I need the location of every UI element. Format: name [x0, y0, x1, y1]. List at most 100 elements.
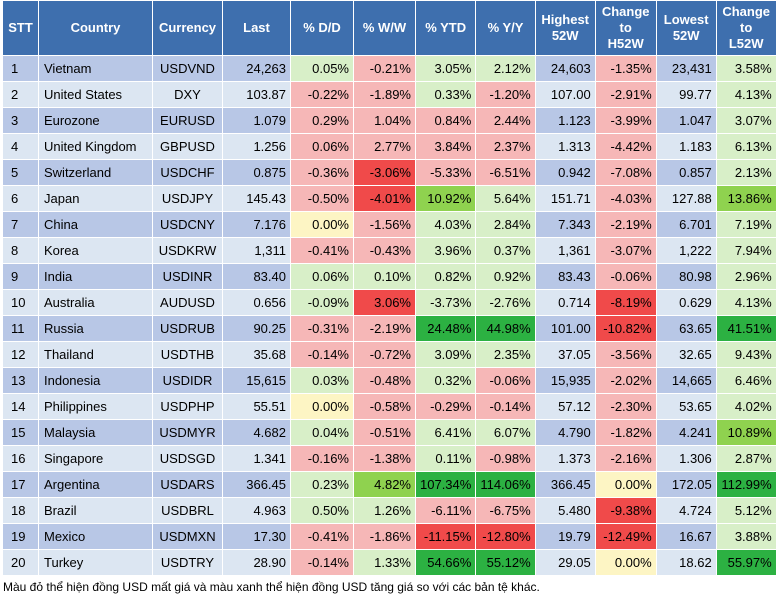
table-row: 11 Russia USDRUB 90.25 -0.31% -2.19% 24.48% 44.… [2, 315, 777, 342]
cell-yy: 55.12% [475, 549, 536, 576]
cell-change-to-l52w: 112.99% [715, 471, 777, 498]
table-row: 15 Malaysia USDMYR 4.682 0.04% -0.51% 6.41% 6.0… [2, 419, 777, 446]
header-lowest-52w: Lowest 52W [655, 0, 717, 56]
cell-country: Philippines [38, 393, 153, 420]
table-row: 14 Philippines USDPHP 55.51 0.00% -0.58% -0.29… [2, 393, 777, 420]
cell-country: Vietnam [38, 55, 153, 82]
cell-dd: 0.04% [290, 419, 354, 446]
cell-country: Korea [38, 237, 153, 264]
cell-currency: USDINR [152, 263, 223, 290]
cell-change-to-l52w: 2.13% [715, 159, 777, 186]
cell-lowest-52w: 14,665 [655, 367, 717, 394]
cell-lowest-52w: 0.629 [655, 289, 717, 316]
cell-country: Australia [38, 289, 153, 316]
cell-change-to-l52w: 7.19% [715, 211, 777, 238]
cell-last: 83.40 [222, 263, 291, 290]
cell-country: Turkey [38, 549, 153, 576]
cell-last: 1.341 [222, 445, 291, 472]
header-row: STT Country Currency Last % D/D % W/W % … [2, 0, 777, 56]
cell-ww: -0.43% [353, 237, 416, 264]
cell-change-to-h52w: -4.42% [594, 133, 657, 160]
cell-ytd: -11.15% [414, 523, 477, 550]
cell-dd: -0.41% [290, 523, 354, 550]
cell-country: Thailand [38, 341, 153, 368]
cell-stt: 16 [2, 445, 39, 472]
cell-currency: USDRUB [152, 315, 223, 342]
cell-last: 35.68 [222, 341, 291, 368]
cell-ytd: 3.09% [414, 341, 477, 368]
cell-dd: 0.23% [290, 471, 354, 498]
cell-country: Indonesia [38, 367, 153, 394]
currency-table: STT Country Currency Last % D/D % W/W % … [2, 0, 777, 576]
cell-dd: 0.50% [290, 497, 354, 524]
cell-lowest-52w: 1.183 [655, 133, 717, 160]
cell-yy: 0.37% [475, 237, 536, 264]
cell-stt: 20 [2, 549, 39, 576]
cell-ww: 2.77% [353, 133, 416, 160]
cell-yy: 2.37% [475, 133, 536, 160]
cell-last: 4.682 [222, 419, 291, 446]
cell-highest-52w: 15,935 [534, 367, 596, 394]
cell-currency: AUDUSD [152, 289, 223, 316]
cell-ww: 1.33% [353, 549, 416, 576]
cell-last: 24,263 [222, 55, 291, 82]
cell-highest-52w: 1.313 [534, 133, 596, 160]
cell-currency: USDBRL [152, 497, 223, 524]
header-dd: % D/D [290, 0, 354, 56]
cell-yy: -0.06% [475, 367, 536, 394]
cell-change-to-h52w: -0.06% [594, 263, 657, 290]
cell-ytd: 0.33% [414, 81, 477, 108]
cell-currency: DXY [152, 81, 223, 108]
cell-change-to-l52w: 3.58% [715, 55, 777, 82]
cell-yy: -0.14% [475, 393, 536, 420]
cell-currency: USDMYR [152, 419, 223, 446]
header-change-to-h52w: Change to H52W [594, 0, 657, 56]
cell-last: 145.43 [222, 185, 291, 212]
cell-country: Argentina [38, 471, 153, 498]
cell-country: India [38, 263, 153, 290]
cell-stt: 13 [2, 367, 39, 394]
cell-change-to-h52w: -2.19% [594, 211, 657, 238]
cell-currency: USDMXN [152, 523, 223, 550]
cell-ww: -1.89% [353, 81, 416, 108]
cell-ytd: 54.66% [414, 549, 477, 576]
cell-currency: USDKRW [152, 237, 223, 264]
table-row: 18 Brazil USDBRL 4.963 0.50% 1.26% -6.11% -6.75… [2, 497, 777, 524]
cell-highest-52w: 107.00 [534, 81, 596, 108]
cell-currency: USDPHP [152, 393, 223, 420]
cell-country: Mexico [38, 523, 153, 550]
cell-change-to-l52w: 4.02% [715, 393, 777, 420]
cell-ww: -3.06% [353, 159, 416, 186]
cell-change-to-l52w: 4.13% [715, 289, 777, 316]
cell-country: United States [38, 81, 153, 108]
cell-last: 103.87 [222, 81, 291, 108]
cell-ww: -0.48% [353, 367, 416, 394]
cell-change-to-h52w: -1.82% [594, 419, 657, 446]
cell-change-to-h52w: -3.56% [594, 341, 657, 368]
cell-lowest-52w: 99.77 [655, 81, 717, 108]
cell-yy: 6.07% [475, 419, 536, 446]
cell-last: 90.25 [222, 315, 291, 342]
cell-ww: -0.72% [353, 341, 416, 368]
table-row: 20 Turkey USDTRY 28.90 -0.14% 1.33% 54.66% 55.1… [2, 549, 777, 576]
cell-last: 55.51 [222, 393, 291, 420]
cell-change-to-h52w: -2.16% [594, 445, 657, 472]
cell-last: 1.079 [222, 107, 291, 134]
cell-highest-52w: 366.45 [534, 471, 596, 498]
cell-lowest-52w: 4.241 [655, 419, 717, 446]
header-country: Country [38, 0, 153, 56]
cell-ytd: 3.96% [414, 237, 477, 264]
cell-dd: 0.05% [290, 55, 354, 82]
cell-lowest-52w: 172.05 [655, 471, 717, 498]
cell-dd: 0.06% [290, 263, 354, 290]
cell-change-to-l52w: 6.46% [715, 367, 777, 394]
cell-change-to-h52w: -10.82% [594, 315, 657, 342]
cell-currency: USDCNY [152, 211, 223, 238]
cell-stt: 14 [2, 393, 39, 420]
cell-stt: 6 [2, 185, 39, 212]
cell-lowest-52w: 80.98 [655, 263, 717, 290]
cell-change-to-h52w: -12.49% [594, 523, 657, 550]
cell-yy: -1.20% [475, 81, 536, 108]
cell-ytd: 6.41% [414, 419, 477, 446]
cell-ww: -1.86% [353, 523, 416, 550]
